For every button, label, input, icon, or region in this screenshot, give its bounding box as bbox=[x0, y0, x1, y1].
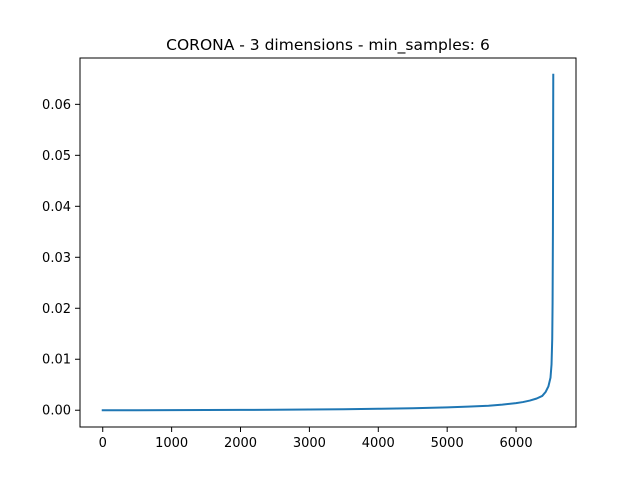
chart-title: CORONA - 3 dimensions - min_samples: 6 bbox=[166, 36, 490, 55]
x-tick-label: 4000 bbox=[362, 436, 395, 451]
axes-frame bbox=[79, 57, 577, 428]
x-tick-label: 6000 bbox=[500, 436, 533, 451]
x-tick-label: 3000 bbox=[293, 436, 326, 451]
plot-area bbox=[101, 73, 555, 412]
y-tick-label: 0.06 bbox=[42, 98, 71, 113]
series-line-0 bbox=[101, 73, 555, 412]
x-tick-label: 1000 bbox=[155, 436, 188, 451]
y-tick-label: 0.02 bbox=[42, 302, 71, 317]
y-tick-label: 0.04 bbox=[42, 200, 71, 215]
y-tick-label: 0.00 bbox=[42, 404, 71, 419]
x-tick-label: 0 bbox=[99, 436, 107, 451]
y-tick-label: 0.03 bbox=[42, 251, 71, 266]
axes: 0 1000 2000 3000 4000 5000 6000 0.00 0.01 0.02 0.0… bbox=[42, 57, 577, 451]
x-tick-label: 2000 bbox=[224, 436, 257, 451]
y-tick-label: 0.01 bbox=[42, 353, 71, 368]
x-tick-label: 5000 bbox=[431, 436, 464, 451]
y-tick-label: 0.05 bbox=[42, 149, 71, 164]
